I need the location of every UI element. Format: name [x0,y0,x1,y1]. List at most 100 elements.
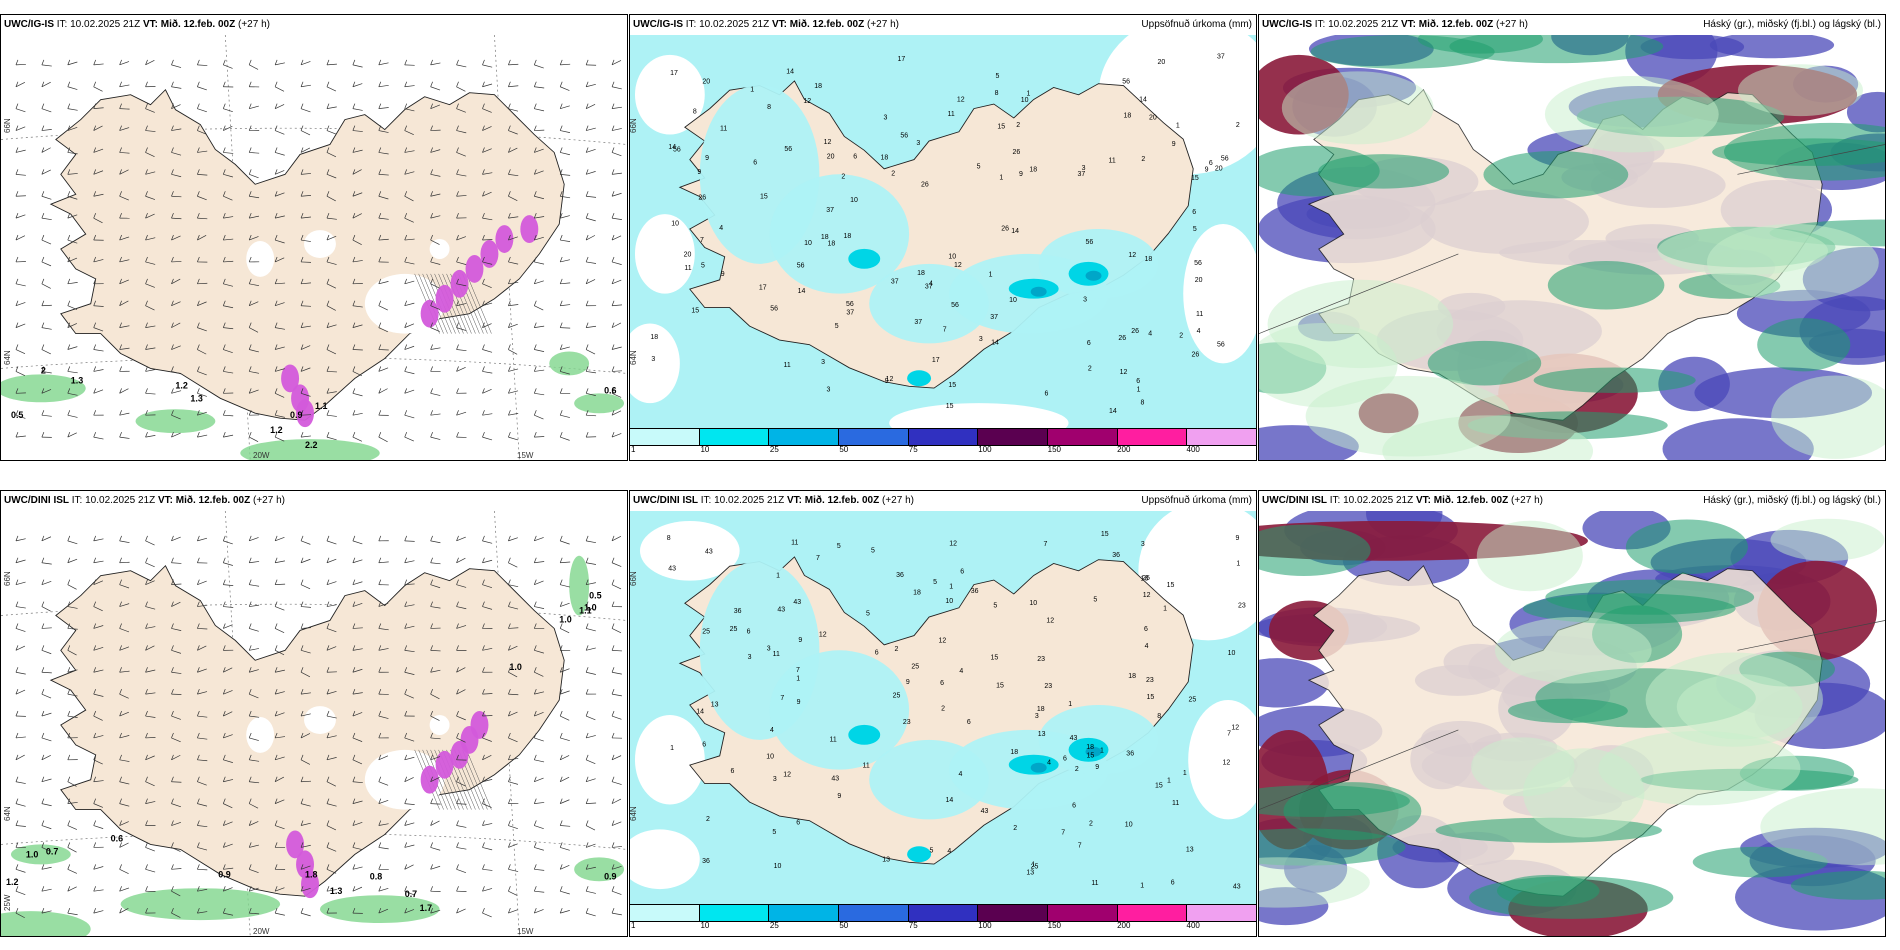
wind-barb-tick [248,864,252,870]
wind-barb-tick [15,388,19,394]
precip-value: 18 [1144,256,1152,263]
wind-barb [171,217,182,220]
precip-value: 14 [798,288,806,295]
wind-barb [430,413,441,416]
wind-barb [223,174,233,178]
wind-barb [378,436,388,443]
wind-barb-tick [508,410,511,416]
colorbar-tick: 150 [1047,445,1061,454]
wind-barb [67,323,77,328]
map-wind-snow[interactable]: 2 1.3 1.2 1.3 0.5 1.2 2.2 0.6 0.9 1.1 [1,35,627,460]
precip-value: 1 [776,573,780,580]
wind-barb [560,414,570,418]
wind-barb-tick [222,59,226,65]
wind-barb [482,754,492,761]
wind-barb-tick [456,432,459,438]
precip-value: 3 [916,140,920,147]
colorbar-cell [1187,905,1256,921]
wind-shade [549,351,590,376]
wind-barb-tick [145,169,148,175]
wind-barb-tick [352,732,356,739]
wind-barb [378,152,389,155]
precip-value: 3 [1083,296,1087,303]
wind-label: 0.7 [405,889,417,899]
wind-barb-tick [611,432,615,438]
wind-barb [197,847,208,851]
wind-barb [145,108,155,113]
wind-barb-tick [533,623,537,629]
wind-barb-tick [585,125,589,131]
lat-label-64: 64N [3,350,12,365]
precip-value: 2 [1236,122,1240,129]
precip-value: 37 [1077,171,1085,178]
wind-barb [352,169,362,175]
wind-barb [611,152,622,157]
wind-barb-tick [326,278,330,284]
precip-value: 18 [650,334,658,341]
wind-barb [404,693,414,699]
precip-value: 15 [997,124,1005,131]
wind-barb-tick [482,886,485,892]
precip-value: 2 [1088,365,1092,372]
wind-barb [534,890,545,893]
map-clouds[interactable] [1259,511,1885,936]
snow-accumulation [286,711,489,899]
map-wind-snow[interactable]: 1.0 0.7 1.2 0.6 0.9 1.8 1.3 0.8 0.7 1.7 0.9 1.0 0.5 1… [1,511,627,936]
wind-barb-tick [300,579,304,585]
wind-barb-tick [15,579,19,585]
mid-cloud-blob [1736,289,1871,338]
wind-barb [300,540,311,545]
wind-barb-tick [585,81,589,87]
wind-barb-tick [15,667,19,673]
wind-barb-tick [326,256,330,263]
map-precip[interactable]: 4 5 11 7 1 14 25 1 9 15 11 1 7 5 6 43 12 25 25 3 2 4 18 6 5 10 18 1… [630,511,1256,904]
wind-barb [430,847,441,851]
wind-barb-tick [93,842,97,848]
wind-barb [560,130,571,133]
wind-barb-tick [533,256,537,263]
wind-barb-tick [145,535,148,541]
wind-barb-tick [585,59,589,65]
wind-barb [378,800,389,804]
wind-barb-tick [559,366,563,372]
wind-barb-tick [119,147,122,153]
precip-value: 20 [1149,114,1157,121]
map-clouds[interactable] [1259,35,1885,460]
wind-barb [326,825,337,831]
wind-barb [15,538,26,542]
wind-barb [300,239,311,242]
wind-barb-tick [41,754,45,760]
wind-barb [15,108,26,113]
wind-barb [67,650,77,656]
wind-barb-tick [274,278,278,284]
wind-barb-tick [378,601,382,607]
precip-value: 5 [701,262,705,269]
wind-barb [300,733,311,739]
wind-barb [508,890,518,896]
wind-barb-tick [67,322,71,328]
wind-barb [93,625,104,629]
wind-barb-tick [145,388,148,394]
wind-barb-tick [456,776,459,782]
wind-barb [430,756,441,761]
wind-barb-tick [482,213,485,219]
wind-barb-tick [611,864,615,870]
wind-barb [534,561,545,564]
precip-value: 5 [837,543,841,550]
wind-barb [249,887,259,892]
wind-barb [67,371,78,374]
wind-barb-tick [67,125,71,131]
wind-barb [171,104,181,109]
map-precip[interactable]: 2 12 1 26 18 56 1 9 20 15 4 9 6 18 3 12 8 3 6 10 11 5 14 5 1 4 14 2… [630,35,1256,428]
wind-barb [585,103,596,109]
wind-barb-tick [274,710,278,717]
wind-barb-tick [378,908,382,914]
wind-barb-tick [300,125,304,131]
wind-barb-tick [533,366,537,372]
wind-barb-tick [41,234,45,241]
front-line [1737,144,1885,175]
wind-barb-tick [119,842,122,848]
wind-barb [326,86,337,92]
wind-barb-tick [585,579,589,585]
wind-barb-tick [482,256,485,263]
